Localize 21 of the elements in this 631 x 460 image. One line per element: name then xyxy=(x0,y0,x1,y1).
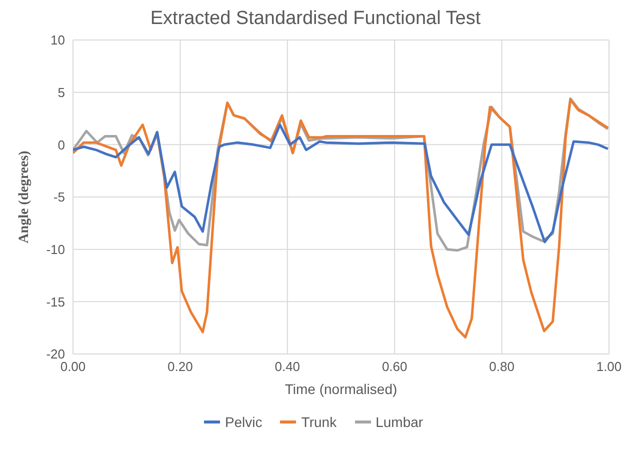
y-tick-label: -15 xyxy=(46,294,65,310)
chart-title: Extracted Standardised Functional Test xyxy=(149,8,482,30)
y-axis-title: Angle (degrees) xyxy=(16,150,32,244)
line-series xyxy=(73,124,609,244)
x-axis-title: Time (normalised) xyxy=(284,381,398,397)
x-tick-label: 0.80 xyxy=(489,359,514,374)
y-tick-label: 10 xyxy=(50,32,65,48)
y-tick-label: 5 xyxy=(58,84,65,100)
x-tick-label: 0.00 xyxy=(60,359,86,374)
y-tick-label: -20 xyxy=(46,346,65,362)
x-tick-label: 0.60 xyxy=(382,359,408,374)
y-tick-label: -5 xyxy=(53,190,65,205)
legend-label: Lumbar xyxy=(376,414,424,430)
legend-label: Trunk xyxy=(301,414,337,430)
y-tick-label: -10 xyxy=(46,242,65,257)
y-tick-label: 0 xyxy=(58,137,65,152)
x-tick-label: 1.00 xyxy=(596,359,622,374)
line-series xyxy=(73,98,609,339)
x-tick-label: 0.20 xyxy=(168,359,193,374)
legend-label: Pelvic xyxy=(224,414,262,430)
x-tick-label: 0.40 xyxy=(274,359,300,374)
